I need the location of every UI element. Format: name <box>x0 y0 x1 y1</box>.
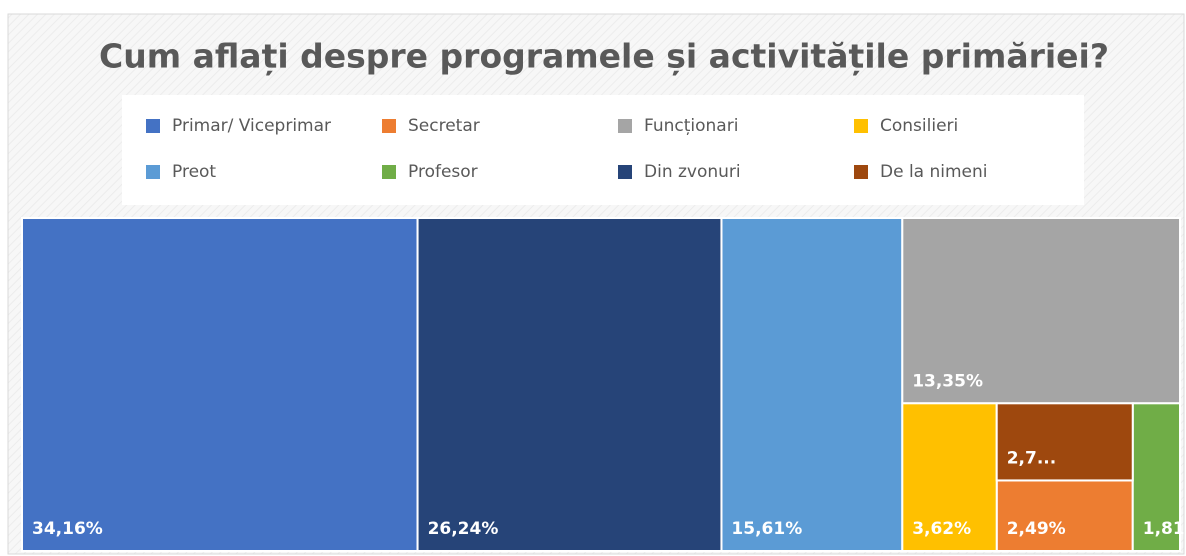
legend-swatch <box>382 165 396 179</box>
legend-label: Preot <box>172 162 216 182</box>
legend-swatch <box>146 165 160 179</box>
treemap-cell <box>720 217 904 552</box>
value-label: 2,7... <box>1007 448 1057 468</box>
value-label: 3,62% <box>912 519 971 539</box>
legend-label: De la nimeni <box>880 162 988 182</box>
treemap-cell <box>21 217 419 552</box>
value-label: 15,61% <box>731 519 802 539</box>
legend-swatch <box>146 119 160 133</box>
treemap-cell <box>995 402 1134 482</box>
chart-title: Cum aflați despre programele și activită… <box>99 37 1109 76</box>
legend-box <box>122 95 1084 205</box>
value-label: 26,24% <box>428 519 499 539</box>
legend-label: Secretar <box>408 116 480 136</box>
legend-label: Din zvonuri <box>644 162 741 182</box>
legend-swatch <box>382 119 396 133</box>
treemap-cell <box>416 217 723 552</box>
legend-label: Primar/ Viceprimar <box>172 116 331 136</box>
treemap-cell <box>995 479 1134 552</box>
treemap-cell <box>1131 402 1181 553</box>
treemap-cell <box>901 217 1181 405</box>
legend-swatch <box>618 165 632 179</box>
value-label: 34,16% <box>32 519 103 539</box>
value-label: 1,81% <box>1143 519 1186 539</box>
legend-label: Funcționari <box>644 116 738 136</box>
treemap-cell <box>901 402 998 553</box>
legend-label: Consilieri <box>880 116 958 136</box>
value-label: 13,35% <box>912 371 983 391</box>
value-label: 2,49% <box>1007 519 1066 539</box>
legend-swatch <box>854 119 868 133</box>
legend-label: Profesor <box>408 162 478 182</box>
legend-swatch <box>854 165 868 179</box>
legend-swatch <box>618 119 632 133</box>
